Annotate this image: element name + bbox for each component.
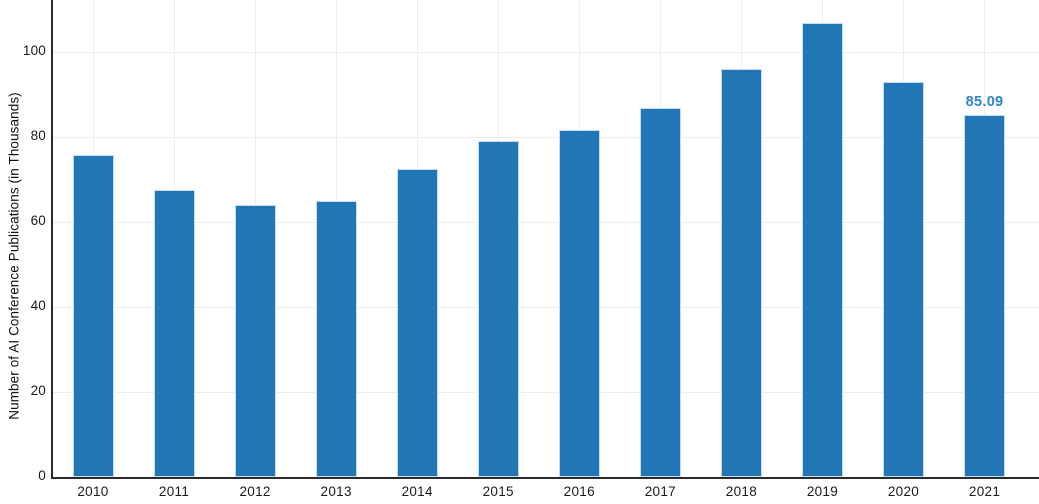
bar-2012 bbox=[234, 205, 276, 477]
bar-2010 bbox=[72, 154, 114, 477]
y-tick-label-100: 100 bbox=[22, 43, 46, 58]
bar-2018 bbox=[720, 69, 762, 477]
bar-2021 bbox=[964, 115, 1006, 477]
gridline-y-60 bbox=[53, 221, 1039, 223]
y-tick-label-60: 60 bbox=[30, 213, 46, 228]
x-tick-label-2016: 2016 bbox=[563, 484, 595, 499]
y-axis-spine bbox=[50, 0, 53, 479]
x-tick-label-2014: 2014 bbox=[401, 484, 433, 499]
bar-2017 bbox=[639, 107, 681, 477]
y-tick-label-80: 80 bbox=[30, 128, 46, 143]
x-tick-label-2018: 2018 bbox=[725, 484, 757, 499]
gridline-y-80 bbox=[53, 136, 1039, 138]
x-tick-label-2015: 2015 bbox=[482, 484, 514, 499]
x-tick-label-2011: 2011 bbox=[158, 484, 190, 499]
x-tick-label-2010: 2010 bbox=[77, 484, 109, 499]
gridline-y-40 bbox=[53, 306, 1039, 308]
bar-2016 bbox=[558, 129, 600, 477]
bar-2020 bbox=[883, 81, 924, 477]
x-tick-label-2017: 2017 bbox=[644, 484, 676, 499]
bar-2019 bbox=[801, 23, 843, 477]
bar-2015 bbox=[477, 140, 519, 477]
bar-2014 bbox=[396, 169, 438, 477]
bar-2011 bbox=[153, 190, 195, 477]
x-axis-spine bbox=[50, 476, 1039, 479]
y-axis-title: Number of AI Conference Publications (in… bbox=[6, 92, 22, 420]
y-tick-label-0: 0 bbox=[38, 468, 46, 483]
gridline-y-20 bbox=[53, 391, 1039, 393]
value-label-2021: 85.09 bbox=[965, 94, 1004, 111]
x-tick-label-2012: 2012 bbox=[239, 484, 271, 499]
gridline-y-100 bbox=[53, 51, 1039, 53]
y-tick-label-40: 40 bbox=[30, 298, 46, 313]
y-tick-label-20: 20 bbox=[30, 383, 46, 398]
bar-2013 bbox=[315, 200, 357, 477]
x-tick-label-2020: 2020 bbox=[887, 484, 920, 499]
x-tick-label-2021: 2021 bbox=[968, 484, 1001, 499]
x-tick-label-2019: 2019 bbox=[806, 484, 839, 499]
x-tick-label-2013: 2013 bbox=[320, 484, 352, 499]
